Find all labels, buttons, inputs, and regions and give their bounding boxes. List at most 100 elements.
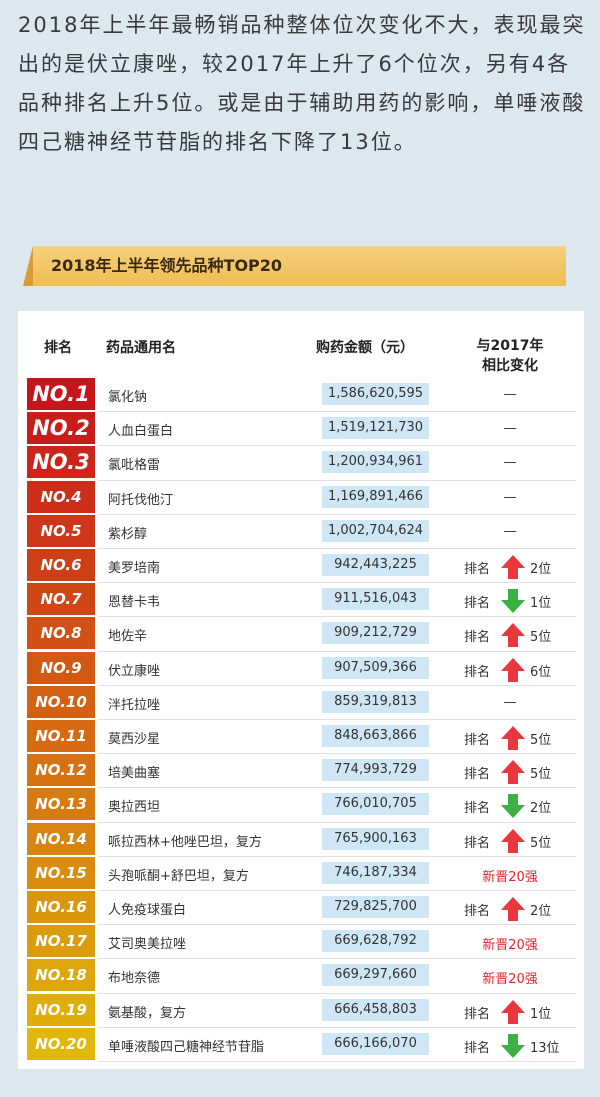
drug-name: 氨基酸，复方 (108, 1005, 187, 1021)
amount: 1,586,620,595 (322, 383, 429, 405)
arrow-up (501, 999, 525, 1024)
drug-name: 紫杉醇 (108, 526, 148, 542)
change-text: 1位 (530, 1006, 552, 1022)
change-label: 排名 (464, 904, 491, 919)
rank-badge: NO.1 (27, 378, 95, 410)
change-text: — (503, 421, 517, 437)
row-separator (98, 411, 576, 413)
rank-text: NO.2 (32, 416, 90, 441)
change: 排名 5位 (464, 828, 564, 853)
rank-text: NO.11 (35, 727, 87, 745)
arrow-up (501, 657, 525, 682)
row-separator (98, 616, 576, 618)
change-text: 新晋20强 (482, 938, 538, 954)
change: — (464, 695, 564, 713)
arrow-down (501, 794, 525, 819)
change-label: 排名 (464, 1006, 491, 1022)
rank-text: NO.14 (35, 829, 87, 848)
rank-text: NO.4 (40, 487, 82, 506)
amount: 746,187,334 (322, 861, 429, 884)
arrow-up (501, 760, 525, 785)
rank-badge: NO.16 (27, 891, 95, 923)
change-label: 排名 (464, 664, 491, 680)
change-text: 新晋20强 (482, 869, 538, 885)
rank-text: NO.12 (35, 761, 87, 780)
drug-name: 奥拉西坦 (108, 800, 161, 816)
row-separator (98, 684, 576, 686)
change-text: 2位 (530, 801, 552, 817)
arrow-shape (501, 1033, 525, 1058)
drug-name: 培美曲塞 (108, 766, 161, 782)
change: 新晋20强 (464, 866, 564, 885)
amount: 669,297,660 (322, 964, 429, 987)
arrow-down (501, 589, 525, 614)
rank-badge: NO.7 (27, 583, 95, 616)
header-change: 与2017年 (476, 338, 544, 354)
amount: 666,458,803 (322, 998, 429, 1021)
change: 排名 2位 (464, 794, 564, 819)
amount: 859,319,813 (322, 690, 429, 713)
rank-badge: NO.11 (27, 720, 95, 752)
drug-name: 美罗培南 (108, 561, 161, 576)
amount: 766,010,705 (322, 793, 429, 816)
row-separator (98, 1061, 576, 1062)
amount: 1,169,891,466 (322, 485, 429, 508)
rank-badge: NO.13 (27, 788, 95, 821)
change: 排名 2位 (464, 555, 564, 579)
rank-text: NO.9 (40, 658, 82, 677)
amount: 909,212,729 (322, 622, 429, 645)
row-separator (98, 787, 576, 789)
rank-badge: NO.2 (27, 412, 95, 445)
arrow-shape (501, 555, 525, 579)
rank-text: NO.8 (40, 624, 82, 643)
arrow-up (501, 623, 525, 648)
amount: 907,509,366 (322, 656, 429, 679)
amount: 848,663,866 (322, 725, 429, 747)
row-separator (98, 924, 576, 926)
rank-badge: NO.17 (27, 925, 95, 958)
rank-text: NO.17 (35, 932, 87, 951)
rank-text: NO.20 (35, 1034, 87, 1053)
change-label: 排名 (464, 801, 491, 817)
change: — (464, 524, 564, 542)
change: — (464, 387, 564, 405)
drug-name: 单唾液酸四己糖神经节苷脂 (108, 1039, 265, 1055)
rank-text: NO.1 (32, 382, 90, 406)
rank-badge: NO.15 (27, 856, 95, 889)
arrow-shape (501, 760, 525, 785)
arrow-shape (501, 726, 525, 750)
change-label: 排名 (464, 733, 491, 748)
arrow-shape (501, 999, 525, 1024)
change: 排名 5位 (464, 760, 564, 785)
change-label: 排名 (464, 835, 491, 851)
row-separator (98, 582, 576, 584)
arrow-down (501, 1033, 525, 1058)
rank-text: NO.19 (35, 1000, 87, 1019)
rank-badge: NO.14 (27, 822, 95, 855)
drug-name: 布地奈德 (108, 971, 161, 987)
arrow-up (501, 726, 525, 750)
change-text: 5位 (530, 733, 552, 748)
row-separator (98, 548, 576, 549)
row-separator (98, 650, 576, 652)
amount: 774,993,729 (322, 759, 429, 782)
arrow-shape (501, 623, 525, 648)
rank-badge: NO.6 (27, 549, 95, 581)
drug-name: 氯化钠 (108, 390, 148, 405)
rank-badge: NO.5 (27, 514, 95, 547)
rank-text: NO.3 (32, 450, 90, 475)
drug-name: 泮托拉唑 (108, 697, 161, 713)
drug-name: 地佐辛 (108, 629, 148, 645)
rank-badge: NO.9 (27, 651, 95, 684)
rank-badge: NO.18 (27, 959, 95, 992)
change-text: 5位 (530, 767, 552, 783)
banner-text: 2018年上半年领先品种TOP20 (51, 256, 283, 275)
row-separator (98, 513, 576, 515)
drug-name: 头孢哌酮+舒巴坦，复方 (108, 868, 249, 884)
change: 排名 1位 (464, 589, 564, 614)
header-amount: 购药金额（元） (316, 340, 414, 356)
drug-name: 氯吡格雷 (108, 458, 161, 474)
amount: 666,166,070 (322, 1032, 429, 1055)
row-separator (98, 719, 576, 720)
drug-name: 人血白蛋白 (108, 424, 174, 440)
